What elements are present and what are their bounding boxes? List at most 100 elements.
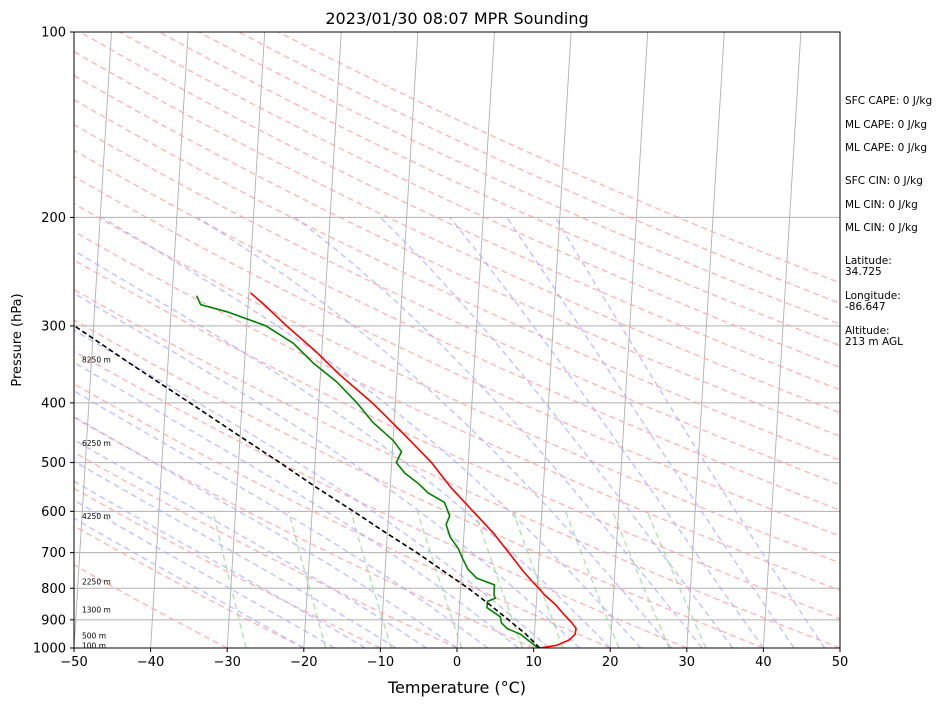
dry-adiabat-line	[74, 288, 840, 648]
dry-adiabat-line	[74, 350, 688, 648]
moist-adiabat-line	[506, 216, 795, 648]
y-tick-label: 300	[41, 319, 66, 334]
height-label: 500 m	[82, 632, 106, 641]
parcel-profile-line	[74, 324, 541, 648]
mixing-ratio-line	[646, 511, 707, 648]
latitude-value: 34.725	[845, 266, 882, 278]
moist-adiabat-line	[74, 329, 550, 648]
sfc-cape-text: SFC CAPE: 0 J/kg	[845, 95, 932, 107]
moist-adiabat-line	[74, 438, 427, 648]
data-lines	[74, 292, 577, 648]
chart-title: 2023/01/30 08:07 MPR Sounding	[325, 9, 588, 28]
x-tick-label: 40	[755, 655, 772, 670]
x-tick-label: 50	[832, 655, 849, 670]
dry-adiabat-line	[74, 319, 764, 648]
y-tick-label: 600	[41, 505, 66, 520]
x-tick-label: 10	[525, 655, 542, 670]
moist-adiabat-line	[74, 292, 581, 648]
latitude-label: Latitude:	[845, 255, 892, 267]
moist-adiabat-line	[74, 390, 489, 648]
x-tick-label: 0	[453, 655, 461, 670]
x-tick-label: −10	[367, 655, 394, 670]
moist-adiabat-line	[554, 217, 826, 648]
mixing-ratio-line	[416, 511, 463, 648]
x-tick-label: −20	[290, 655, 317, 670]
mixing-ratio-line	[474, 511, 524, 648]
dry-adiabat-line	[74, 98, 840, 462]
ml-cin-text: ML CIN: 0 J/kg	[845, 222, 918, 234]
y-axis-ticks: 100 200 300 400 500 600 700 800 900 1000	[33, 26, 74, 657]
x-tick-label: −40	[137, 655, 164, 670]
altitude-value: 213 m AGL	[845, 336, 903, 348]
x-axis-label: Temperature (°C)	[387, 678, 526, 697]
moist-adiabat-line	[449, 216, 764, 648]
y-tick-label: 800	[41, 582, 66, 597]
ml-cape-text: ML CAPE: 0 J/kg	[845, 119, 927, 131]
moist-adiabat-line	[74, 460, 397, 648]
height-label: 8250 m	[82, 355, 111, 364]
y-tick-label: 200	[41, 211, 66, 226]
dry-adiabat-line	[74, 416, 534, 648]
temperature-profile-line	[249, 292, 577, 648]
y-tick-label: 400	[41, 396, 66, 411]
moist-adiabat-line	[74, 480, 366, 648]
height-label: 6250 m	[82, 439, 111, 448]
y-axis-label: Pressure (hPa)	[10, 293, 25, 386]
dewpoint-profile-line	[195, 295, 539, 648]
x-tick-label: 20	[602, 655, 619, 670]
dry-adiabat-line	[74, 202, 840, 564]
dry-adiabat-line	[158, 32, 840, 347]
mixing-ratio-line	[288, 511, 327, 648]
height-label: 100 m	[82, 641, 106, 650]
x-tick-label: 30	[679, 655, 696, 670]
height-label: 2250 m	[82, 578, 111, 587]
y-tick-label: 900	[41, 613, 66, 628]
longitude-label: Longitude:	[845, 290, 901, 302]
y-tick-label: 100	[41, 26, 66, 41]
isotherm-line	[74, 32, 112, 648]
moist-adiabat-line	[294, 216, 703, 648]
x-axis-ticks: −50 −40 −30 −20 −10 0 10 20 30 40 50	[60, 648, 848, 670]
ml-cape-text: ML CAPE: 0 J/kg	[845, 142, 927, 154]
altitude-label: Altitude:	[845, 325, 890, 337]
moist-adiabat-line	[74, 361, 519, 648]
moist-adiabat-line	[101, 216, 642, 648]
x-tick-label: −30	[213, 655, 240, 670]
dry-adiabat-line	[198, 32, 840, 325]
moist-adiabat-line	[74, 249, 611, 648]
x-tick-label: −50	[60, 655, 87, 670]
y-tick-label: 700	[41, 546, 66, 561]
plot-frame	[73, 31, 841, 649]
mixing-ratio-line	[350, 511, 392, 648]
dry-adiabat-line	[74, 451, 458, 648]
mixing-ratio-line	[564, 511, 620, 648]
ml-cin-text: ML CIN: 0 J/kg	[845, 199, 918, 211]
dry-adiabat-line	[74, 525, 305, 648]
y-tick-label: 1000	[33, 642, 66, 657]
isotherm-line	[379, 32, 419, 648]
dry-adiabat-line	[74, 230, 840, 592]
dry-adiabat-line	[79, 32, 840, 391]
moist-adiabat-line	[74, 415, 458, 648]
isotherm-line	[150, 32, 189, 648]
height-label: 4250 m	[82, 512, 111, 521]
moist-adiabat-line	[196, 216, 673, 648]
isotherm-line	[533, 32, 572, 648]
sfc-cin-text: SFC CIN: 0 J/kg	[845, 175, 923, 187]
isotherm-line	[762, 32, 802, 648]
moist-adiabat-line	[379, 216, 734, 648]
isotherm-line	[226, 32, 266, 648]
indices-panel: SFC CAPE: 0 J/kg ML CAPE: 0 J/kg ML CAPE…	[845, 95, 932, 348]
height-label: 1300 m	[82, 606, 111, 615]
dry-adiabat-line	[277, 32, 840, 284]
mixing-ratio-line	[612, 511, 670, 648]
isotherm-line	[456, 32, 495, 648]
dry-adiabat-line	[74, 564, 228, 648]
mixing-ratio-line	[212, 511, 247, 648]
dry-adiabat-line	[74, 175, 840, 537]
mixing-ratio-line	[512, 511, 564, 648]
y-tick-label: 500	[41, 456, 66, 471]
isotherm-line	[686, 32, 725, 648]
